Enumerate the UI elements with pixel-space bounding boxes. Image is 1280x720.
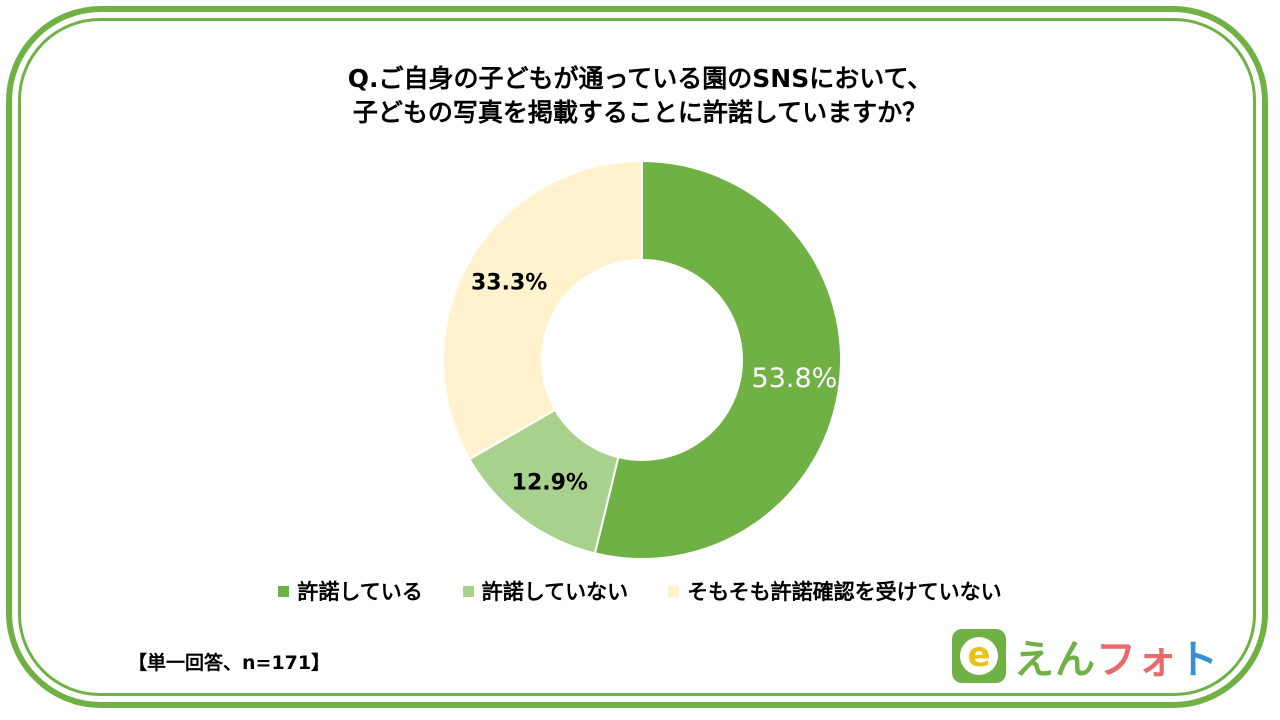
chart-title: Q.ご自身の子どもが通っている園のSNSにおいて、 子どもの写真を掲載することに… [0,62,1280,130]
logo-text-part-3: ト [1178,637,1219,683]
legend-item-0: 許諾している [278,576,423,606]
donut-value-label-2: 33.3% [471,271,547,296]
legend-item-1: 許諾していない [462,576,629,606]
logo-text: えんフォト [1014,627,1219,685]
logo-text-part-2: フォ [1096,637,1178,683]
legend-swatch-2 [668,585,680,597]
outer-frame [6,6,1268,708]
chart-title-line-2: 子どもの写真を掲載することに許諾していますか？ [352,98,928,127]
donut-slice-0 [593,159,842,560]
legend-swatch-1 [462,585,474,597]
donut-value-label-0: 53.8% [752,363,838,394]
chart-title-line-1: Q.ご自身の子どもが通っている園のSNSにおいて、 [347,64,933,93]
inner-frame [18,18,1256,696]
legend: 許諾している 許諾していない そもそも許諾確認を受けていない [0,576,1280,606]
logo-text-part-1: えん [1014,637,1096,683]
donut-value-label-1: 12.9% [512,470,588,495]
legend-item-2: そもそも許諾確認を受けていない [668,576,1002,606]
donut-slice-2 [442,159,643,461]
legend-label-1: 許諾していない [481,580,629,604]
legend-label-0: 許諾している [297,580,423,604]
legend-label-2: そもそも許諾確認を受けていない [687,580,1002,604]
legend-swatch-0 [278,585,290,597]
logo-mark-icon: e [952,629,1006,683]
sample-note: 【単一回答、n=171】 [128,652,331,674]
enphoto-logo: e えんフォト [952,628,1219,684]
logo-mark-letter: e [967,635,991,675]
